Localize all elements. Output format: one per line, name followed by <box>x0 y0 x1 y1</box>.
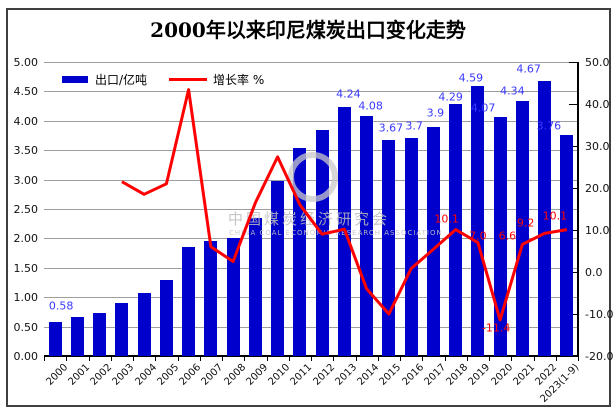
x-axis-tick <box>555 357 557 361</box>
left-axis-tick-label: 3.50 <box>13 144 39 158</box>
right-axis-tick-label: 40.0 <box>585 98 610 111</box>
gridline <box>44 267 578 269</box>
x-axis-tick <box>66 357 68 361</box>
export-bar <box>560 134 574 356</box>
left-axis-tick-label: 3.00 <box>13 173 39 187</box>
right-axis-tick-label: 0.0 <box>585 266 603 279</box>
x-axis-tick <box>110 357 112 361</box>
x-axis-tick <box>311 357 312 361</box>
gridline <box>44 238 578 240</box>
export-bar <box>538 81 552 356</box>
right-axis-tick-label: 20.0 <box>585 182 610 195</box>
x-axis-tick <box>511 357 513 361</box>
export-bar <box>515 100 529 356</box>
gridline <box>44 326 578 328</box>
export-bar <box>226 237 240 356</box>
x-axis-tick <box>133 357 134 361</box>
gridline <box>44 91 578 93</box>
left-axis-tick-label: 2.50 <box>13 203 39 216</box>
left-axis-tick-label: 4.00 <box>13 114 39 128</box>
left-axis-tick-label: 0.00 <box>13 350 39 363</box>
x-axis-tick <box>466 357 468 361</box>
x-axis-tick <box>222 357 223 361</box>
legend-line-label: 增长率 % <box>213 72 265 87</box>
x-axis-line <box>44 355 578 357</box>
export-bar <box>404 138 418 356</box>
export-bar <box>204 240 218 356</box>
export-bar <box>360 116 374 356</box>
right-axis-tick-label: 10.0 <box>585 224 610 237</box>
x-axis-tick <box>533 357 535 361</box>
x-axis-tick <box>244 357 246 361</box>
export-bar <box>382 140 396 356</box>
left-axis-tick-label: 5.00 <box>13 56 39 69</box>
right-axis-tick-label: -10.0 <box>585 308 614 321</box>
export-bar <box>137 293 151 356</box>
export-bar <box>248 218 262 356</box>
left-axis-tick-label: 2.00 <box>13 232 39 246</box>
x-axis-tick <box>422 357 424 361</box>
x-axis-tick <box>377 357 379 361</box>
right-axis-tick-label: 50.0 <box>585 56 610 69</box>
gridline <box>44 150 578 152</box>
legend-bar-label: 出口/亿吨 <box>95 72 148 87</box>
right-axis-tick <box>569 104 577 105</box>
x-axis-tick <box>266 357 268 361</box>
x-axis-tick <box>578 357 579 361</box>
x-axis-tick <box>44 357 45 361</box>
left-axis-tick-label: 0.50 <box>13 320 39 334</box>
gridline <box>44 120 578 122</box>
left-axis-tick-label: 1.00 <box>13 291 39 305</box>
x-axis-tick <box>444 357 446 361</box>
export-bar <box>115 303 129 356</box>
x-axis-tick <box>199 357 201 361</box>
x-axis-tick <box>333 357 335 361</box>
export-bar <box>70 317 84 356</box>
x-axis-tick <box>177 357 179 361</box>
right-axis-tick <box>569 62 577 63</box>
watermark-logo-icon <box>288 152 338 202</box>
x-axis-tick <box>155 357 157 361</box>
left-axis-tick-label: 1.50 <box>13 261 39 275</box>
gridline <box>44 62 578 63</box>
x-axis-tick <box>489 357 490 361</box>
gridline <box>44 209 578 210</box>
chart-title: 2000年以来印尼煤炭出口变化走势 <box>150 18 466 42</box>
x-axis-tick <box>355 357 357 361</box>
x-axis-tick <box>400 357 401 361</box>
right-axis-tick-label: -20.0 <box>585 350 614 363</box>
right-axis-tick <box>569 356 577 357</box>
export-bar <box>93 312 107 356</box>
export-bar <box>182 247 196 356</box>
legend-line-swatch-icon <box>169 77 208 81</box>
export-bar <box>159 280 173 356</box>
watermark-text-cn: 中国煤炭经济研究会 <box>228 210 391 228</box>
export-bar <box>426 126 440 356</box>
growth-rate-polyline <box>121 88 568 322</box>
left-axis-tick-label: 4.50 <box>13 85 39 99</box>
right-axis-tick-label: 30.0 <box>585 140 610 153</box>
chart-legend: 出口/亿吨 增长率 % <box>62 71 264 87</box>
export-bar <box>493 116 507 356</box>
export-bar <box>271 180 285 356</box>
watermark-text-en: CHINA COAL ECONOMIC RESEARCH ASSOCIATION <box>229 229 443 237</box>
gridline <box>44 297 578 299</box>
x-axis-tick <box>288 357 290 361</box>
right-axis-line <box>577 62 579 357</box>
x-axis-tick <box>88 357 90 361</box>
export-bar <box>471 86 485 356</box>
export-bar <box>48 321 62 356</box>
chart-border-frame <box>6 8 611 407</box>
legend-bar-swatch-icon <box>62 75 88 83</box>
